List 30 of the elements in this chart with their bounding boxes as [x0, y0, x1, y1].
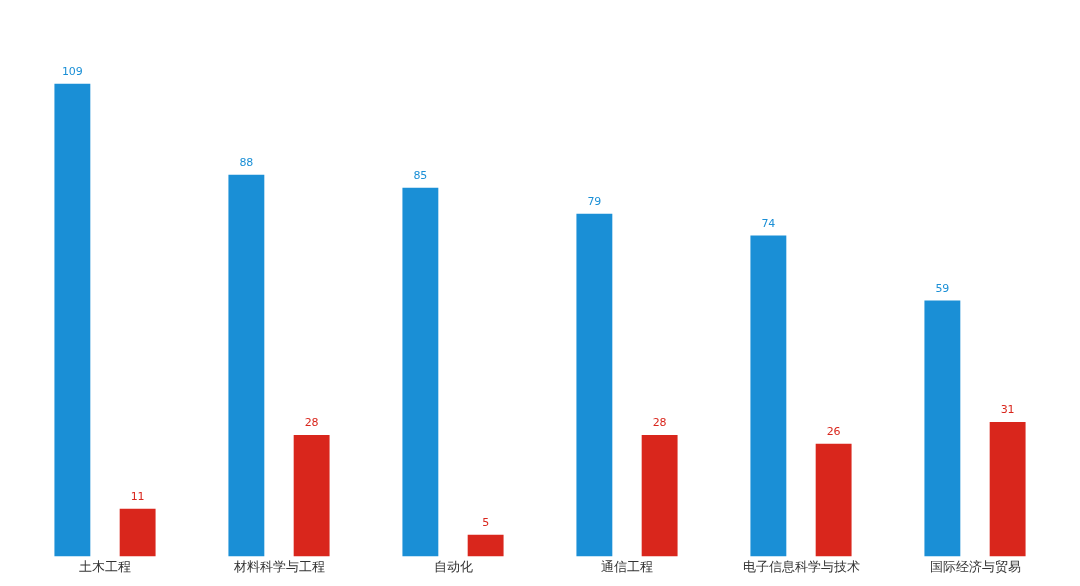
- data-label: 85: [413, 169, 428, 183]
- x-tick-label: 电子信息科学与技术: [742, 558, 860, 574]
- data-label: 31: [1000, 403, 1015, 417]
- data-label: 79: [587, 195, 602, 209]
- bar: [750, 235, 787, 557]
- data-label: 88: [239, 156, 254, 170]
- x-tick-label: 自动化: [433, 558, 473, 574]
- data-label: 28: [304, 416, 319, 430]
- data-label: 28: [652, 416, 667, 430]
- bar: [641, 434, 678, 557]
- data-label: 109: [61, 65, 83, 79]
- bar: [119, 508, 156, 557]
- bar: [815, 443, 852, 557]
- bar: [293, 434, 330, 557]
- bar: [924, 300, 961, 557]
- bar: [402, 187, 439, 557]
- data-label: 74: [761, 216, 776, 230]
- x-tick-label: 通信工程: [601, 558, 653, 574]
- x-tick-label: 国际经济与贸易: [929, 558, 1021, 574]
- x-tick-label: 材料科学与工程: [232, 558, 325, 574]
- bar: [54, 83, 91, 557]
- bar: [989, 421, 1026, 557]
- data-label: 26: [826, 425, 841, 439]
- x-tick-label: 土木工程: [79, 558, 131, 574]
- bar: [228, 174, 265, 557]
- data-label: 59: [935, 281, 950, 295]
- data-label: 5: [482, 516, 490, 530]
- data-label: 11: [130, 490, 145, 504]
- bar: [467, 534, 504, 557]
- bar: [576, 213, 613, 557]
